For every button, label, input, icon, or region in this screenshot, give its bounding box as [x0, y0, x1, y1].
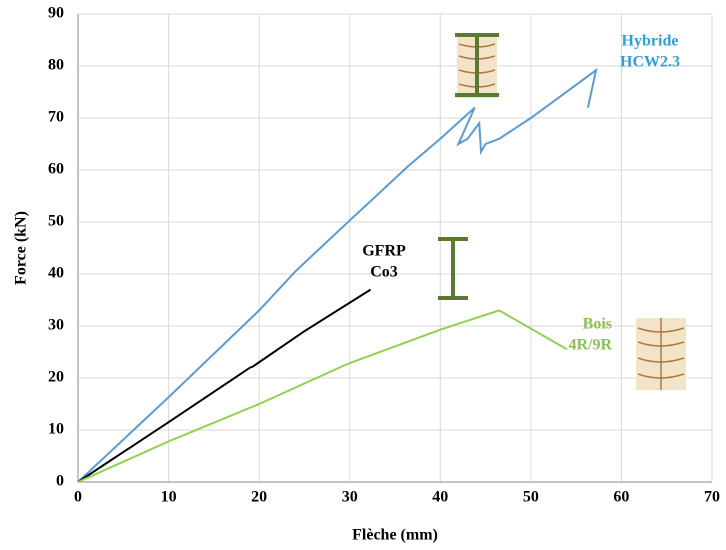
series-label: 4R/9R	[568, 337, 612, 354]
x-tick-label: 60	[613, 489, 629, 506]
y-tick-label: 50	[48, 213, 64, 230]
wood-icon	[636, 318, 686, 390]
series-label: Co3	[370, 264, 398, 281]
x-tick-label: 10	[161, 489, 177, 506]
x-tick-label: 70	[704, 489, 720, 506]
x-tick-label: 40	[432, 489, 448, 506]
series-line	[77, 288, 372, 483]
y-tick-label: 10	[48, 421, 64, 438]
plot: 0 10 20 30 40 50 60 70 0 10 20 30 40 50 60 70 80 90 Flèche…	[13, 5, 720, 544]
series-label: HCW2.3	[620, 54, 680, 71]
series-label: GFRP	[362, 243, 406, 260]
y-tick-label: 90	[48, 5, 64, 22]
series-line	[77, 67, 598, 483]
y-tick-label: 80	[48, 57, 64, 74]
x-tick-label: 50	[523, 489, 539, 506]
y-tick-label: 70	[48, 109, 64, 126]
y-axis-title: Force (kN)	[13, 211, 30, 285]
x-tick-label: 30	[342, 489, 358, 506]
y-tick-label: 30	[48, 317, 64, 334]
y-tick-label: 60	[48, 161, 64, 178]
y-tick-label: 40	[48, 265, 64, 282]
series-line	[77, 309, 568, 483]
y-tick-label: 0	[56, 473, 64, 490]
series-label: Hybride	[622, 33, 679, 50]
x-tick-label: 20	[251, 489, 267, 506]
y-tick-label: 20	[48, 369, 64, 386]
x-tick-label: 0	[74, 489, 82, 506]
series-label: Bois	[583, 316, 612, 333]
hybrid-icon	[455, 33, 499, 98]
x-axis-title: Flèche (mm)	[352, 527, 438, 544]
gfrp-icon	[438, 237, 468, 300]
